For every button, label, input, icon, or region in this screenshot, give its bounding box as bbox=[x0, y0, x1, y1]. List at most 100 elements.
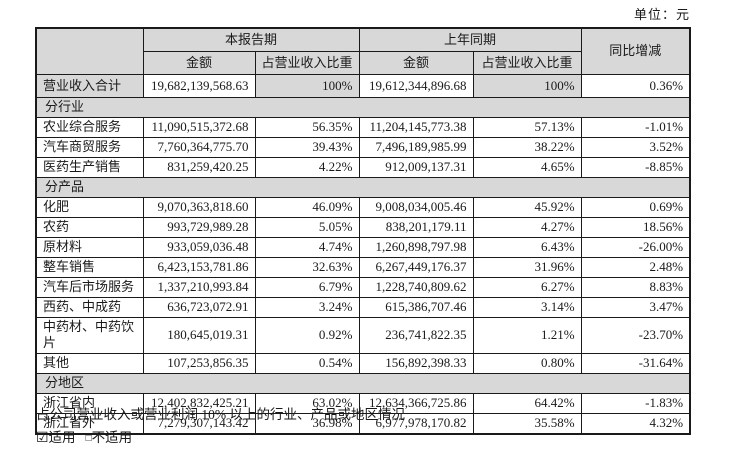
row-value: 64.42% bbox=[472, 392, 582, 414]
row-value: 1,260,898,797.98 bbox=[358, 237, 474, 258]
total-prior-pct: 100% bbox=[472, 74, 582, 98]
table-row: 汽车后市场服务 1,337,210,993.84 6.79% 1,228,740,80… bbox=[35, 277, 691, 298]
row-value: 32.63% bbox=[254, 257, 360, 278]
prior-pct-header: 占营业收入比重 bbox=[472, 51, 582, 75]
row-label: 浙江省外 bbox=[35, 412, 144, 434]
prior-amount-header: 金额 bbox=[358, 51, 474, 75]
row-label: 汽车商贸服务 bbox=[35, 137, 144, 158]
row-value: 3.14% bbox=[472, 297, 582, 318]
table-row: 医药生产销售 831,259,420.25 4.22% 912,009,137.31 4… bbox=[35, 157, 691, 178]
table-row: 浙江省内 12,402,832,425.21 63.02% 12,634,366,72… bbox=[35, 392, 691, 414]
section-header-row: 分产品 bbox=[35, 177, 691, 198]
row-value: 11,090,515,372.68 bbox=[142, 117, 256, 138]
revenue-breakdown-table: 本报告期 上年同期 同比增减 金额 占营业收入比重 金额 占营业收入比重 营业收… bbox=[35, 27, 692, 435]
row-value: -1.01% bbox=[580, 117, 691, 138]
row-value: 0.54% bbox=[254, 352, 360, 374]
row-value: 156,892,398.33 bbox=[358, 352, 474, 374]
applicability-row: ☑适用 □不适用 bbox=[36, 426, 132, 447]
row-value: 36.98% bbox=[254, 412, 360, 434]
row-value: 39.43% bbox=[254, 137, 360, 158]
row-value: 236,741,822.35 bbox=[358, 317, 474, 354]
row-value: 838,201,179.11 bbox=[358, 217, 474, 238]
total-current-amount: 19,682,139,568.63 bbox=[142, 74, 256, 98]
row-value: 11,204,145,773.38 bbox=[358, 117, 474, 138]
row-value: 7,279,307,143.42 bbox=[142, 412, 256, 434]
corner-cell bbox=[35, 27, 144, 75]
row-value: 180,645,019.31 bbox=[142, 317, 256, 354]
section-title: 分产品 bbox=[35, 177, 691, 198]
row-value: 9,008,034,005.46 bbox=[358, 197, 474, 218]
table-row: 西药、中成药 636,723,072.91 3.24% 615,386,707.46 3… bbox=[35, 297, 691, 318]
table-row: 整车销售 6,423,153,781.86 32.63% 6,267,449,176.… bbox=[35, 257, 691, 278]
row-value: -8.85% bbox=[580, 157, 691, 178]
table-row: 其他 107,253,856.35 0.54% 156,892,398.33 0.80%… bbox=[35, 352, 691, 374]
row-value: 6.79% bbox=[254, 277, 360, 298]
row-label: 化肥 bbox=[35, 197, 144, 218]
row-value: 912,009,137.31 bbox=[358, 157, 474, 178]
row-value: 0.80% bbox=[472, 352, 582, 374]
total-prior-amount: 19,612,344,896.68 bbox=[358, 74, 474, 98]
row-value: -1.83% bbox=[580, 392, 691, 414]
row-value: 8.83% bbox=[580, 277, 691, 298]
footer-note: 占公司营业收入或营业利润 10% 以上的行业、产品或地区情况 bbox=[36, 407, 405, 422]
row-value: 38.22% bbox=[472, 137, 582, 158]
row-value: 7,760,364,775.70 bbox=[142, 137, 256, 158]
row-value: 993,729,989.28 bbox=[142, 217, 256, 238]
table-row: 中药材、中药饮片 180,645,019.31 0.92% 236,741,822.3… bbox=[35, 317, 691, 354]
current-pct-header: 占营业收入比重 bbox=[254, 51, 360, 75]
table-row: 原材料 933,059,036.48 4.74% 1,260,898,797.98 6.… bbox=[35, 237, 691, 258]
applicable-label: 适用 bbox=[48, 430, 76, 445]
row-value: 57.13% bbox=[472, 117, 582, 138]
row-value: 4.22% bbox=[254, 157, 360, 178]
row-value: 6,423,153,781.86 bbox=[142, 257, 256, 278]
row-label: 中药材、中药饮片 bbox=[35, 317, 144, 354]
row-value: 1,337,210,993.84 bbox=[142, 277, 256, 298]
table-row: 化肥 9,070,363,818.60 46.09% 9,008,034,005.46… bbox=[35, 197, 691, 218]
row-value: 615,386,707.46 bbox=[358, 297, 474, 318]
not-applicable-label: 不适用 bbox=[91, 430, 133, 445]
table-row: 农药 993,729,989.28 5.05% 838,201,179.11 4.27%… bbox=[35, 217, 691, 238]
row-value: 5.05% bbox=[254, 217, 360, 238]
row-value: 35.58% bbox=[472, 412, 582, 434]
row-value: 4.65% bbox=[472, 157, 582, 178]
row-value: 6,267,449,176.37 bbox=[358, 257, 474, 278]
applicable-checkbox-checked-icon: ☑ bbox=[36, 431, 49, 446]
row-value: 6.27% bbox=[472, 277, 582, 298]
row-value: 0.69% bbox=[580, 197, 691, 218]
table-row: 农业综合服务 11,090,515,372.68 56.35% 11,204,145,… bbox=[35, 117, 691, 138]
prior-period-header: 上年同期 bbox=[358, 27, 582, 52]
row-value: 0.92% bbox=[254, 317, 360, 354]
row-value: 4.32% bbox=[580, 412, 691, 434]
row-value: 3.52% bbox=[580, 137, 691, 158]
row-value: 1,228,740,809.62 bbox=[358, 277, 474, 298]
row-value: -23.70% bbox=[580, 317, 691, 354]
row-value: 4.74% bbox=[254, 237, 360, 258]
section-header-row: 分地区 bbox=[35, 372, 691, 394]
table-body: 营业收入合计 19,682,139,568.63 100% 19,612,344… bbox=[35, 74, 691, 434]
row-value: 636,723,072.91 bbox=[142, 297, 256, 318]
row-value: 45.92% bbox=[472, 197, 582, 218]
row-label: 其他 bbox=[35, 352, 144, 374]
row-value: 3.47% bbox=[580, 297, 691, 318]
row-value: 7,496,189,985.99 bbox=[358, 137, 474, 158]
row-value: 56.35% bbox=[254, 117, 360, 138]
total-row-label: 营业收入合计 bbox=[35, 74, 144, 98]
row-value: -26.00% bbox=[580, 237, 691, 258]
row-value: 18.56% bbox=[580, 217, 691, 238]
row-value: 9,070,363,818.60 bbox=[142, 197, 256, 218]
table-row: 浙江省外 7,279,307,143.42 36.98% 6,977,978,170.… bbox=[35, 412, 691, 434]
row-value: -31.64% bbox=[580, 352, 691, 374]
section-title: 分地区 bbox=[35, 372, 691, 394]
row-label: 医药生产销售 bbox=[35, 157, 144, 178]
row-value: 3.24% bbox=[254, 297, 360, 318]
row-value: 12,634,366,725.86 bbox=[358, 392, 474, 414]
row-label: 西药、中成药 bbox=[35, 297, 144, 318]
total-row: 营业收入合计 19,682,139,568.63 100% 19,612,344… bbox=[35, 74, 691, 98]
row-value: 12,402,832,425.21 bbox=[142, 392, 256, 414]
row-value: 6,977,978,170.82 bbox=[358, 412, 474, 434]
row-label: 浙江省内 bbox=[35, 392, 144, 414]
current-amount-header: 金额 bbox=[142, 51, 256, 75]
table-row: 汽车商贸服务 7,760,364,775.70 39.43% 7,496,189,98… bbox=[35, 137, 691, 158]
current-period-header: 本报告期 bbox=[142, 27, 360, 52]
